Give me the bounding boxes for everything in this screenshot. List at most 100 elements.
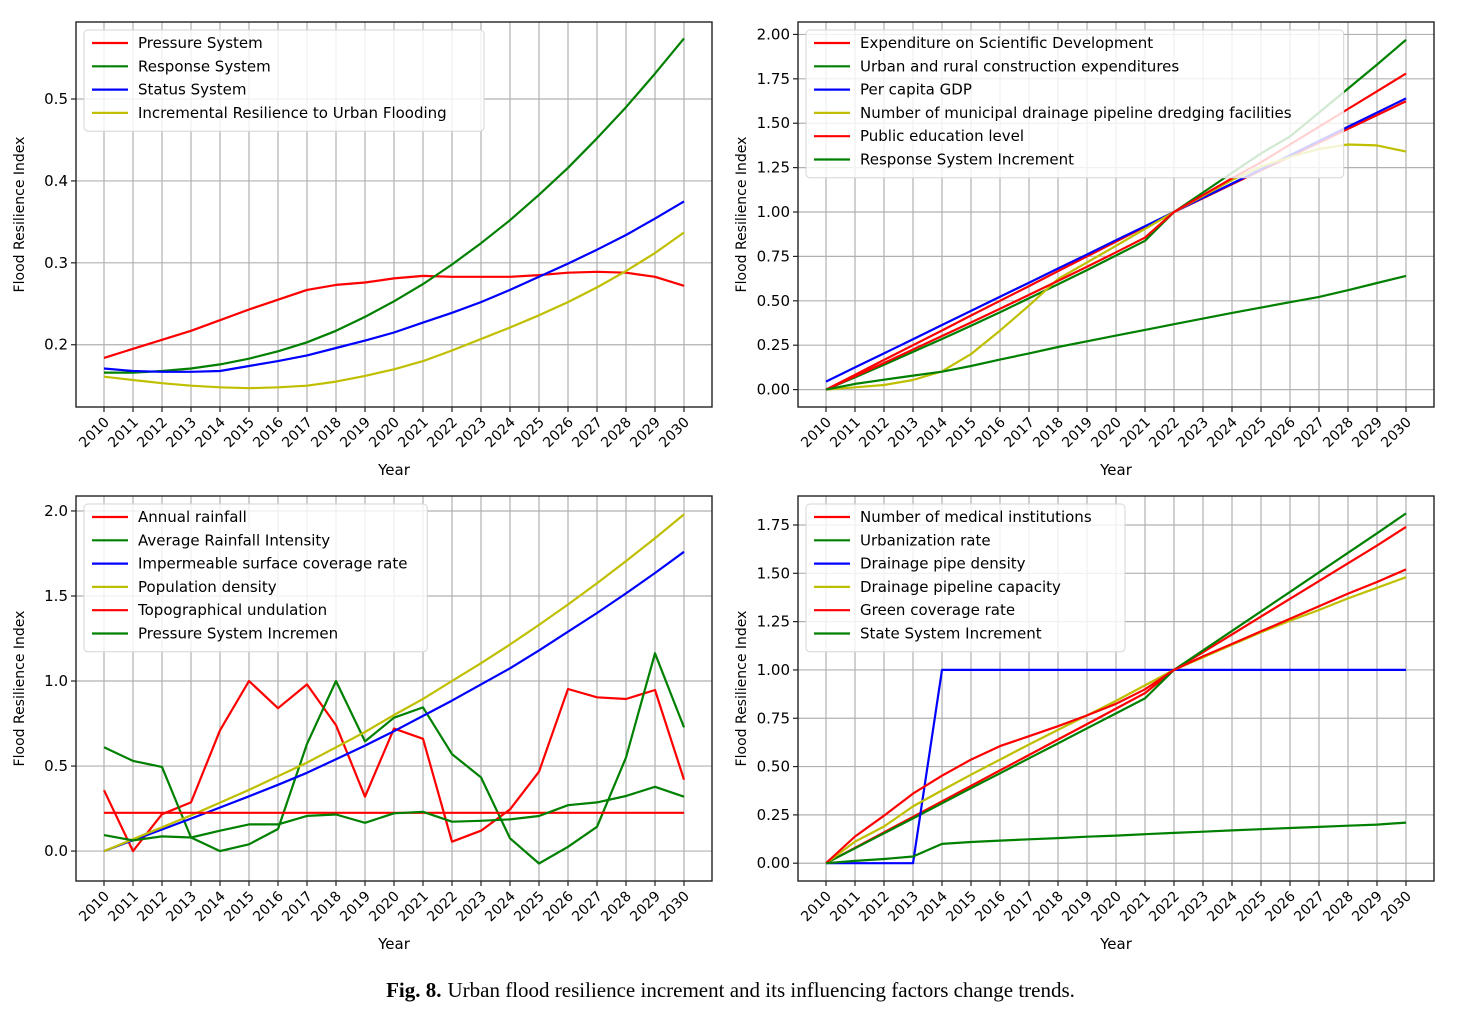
legend-item: State System Increment (814, 625, 1042, 643)
x-tick-label: 2024 (1204, 414, 1241, 451)
x-tick-label: 2017 (1001, 415, 1038, 452)
y-tick-label: 1.00 (757, 661, 790, 679)
series-line-number-of-medical-institutions (825, 525, 1407, 865)
y-tick-label: 0.50 (757, 292, 790, 310)
legend-box (83, 29, 485, 132)
x-tick-label: 2011 (827, 415, 864, 452)
legend-item: Number of medical institutions (814, 508, 1092, 526)
legend-item: Per capita GDP (814, 81, 972, 99)
legend-label: Urban and rural construction expenditure… (860, 57, 1179, 75)
legend-label: Per capita GDP (860, 81, 972, 99)
y-tick-label: 0.00 (757, 854, 790, 872)
legend-item: Number of municipal drainage pipeline dr… (814, 104, 1292, 122)
legend-item: Drainage pipeline capacity (814, 578, 1061, 596)
x-tick-label: 2027 (1291, 415, 1328, 452)
series-line-drainage-pipe-density (826, 668, 1406, 865)
x-tick-label: 2029 (627, 889, 664, 926)
x-tick-label: 2013 (885, 889, 922, 926)
x-tick-label: 2026 (540, 888, 577, 925)
y-axis-label: Flood Resilience Index (12, 137, 28, 293)
x-tick-label: 2019 (337, 415, 374, 452)
x-tick-label: 2020 (366, 889, 403, 926)
legend-item: Green coverage rate (814, 601, 1015, 619)
x-tick-label: 2028 (1320, 889, 1357, 926)
legend-label: Response System (138, 57, 271, 75)
y-tick-label: 1.50 (757, 114, 790, 132)
x-tick-label: 2020 (366, 415, 403, 452)
y-axis-label: Flood Resilience Index (734, 611, 750, 767)
legend-item: Expenditure on Scientific Development (814, 34, 1153, 52)
x-tick-label: 2013 (163, 415, 200, 452)
x-tick-label: 2020 (1088, 415, 1125, 452)
x-tick-label: 2016 (250, 888, 287, 925)
series-line-response-system-increment (825, 274, 1407, 391)
x-tick-label: 2016 (972, 888, 1009, 925)
x-tick-label: 2016 (972, 414, 1009, 451)
chart-bottom-right: 0.00 0.25 0.50 0.75 1.00 1.25 1.50 1.75 20102011… (734, 495, 1435, 953)
x-tick-label: 2026 (1262, 414, 1299, 451)
x-tick-label: 2015 (943, 415, 980, 452)
chart-top-left: 0.2 0.3 0.4 0.5 2010201120122013201420152016… (12, 21, 713, 479)
legend-label: Drainage pipeline capacity (860, 578, 1061, 596)
x-tick-label: 2027 (569, 889, 606, 926)
x-tick-label: 2021 (1117, 889, 1154, 926)
x-tick-label: 2021 (395, 889, 432, 926)
x-tick-label: 2028 (1320, 415, 1357, 452)
x-tick-label: 2015 (221, 415, 258, 452)
y-tick-label: 0.4 (44, 172, 68, 190)
legend-label: Pressure System Incremen (138, 625, 338, 643)
x-tick-label: 2023 (453, 415, 490, 452)
figure-8: 0.20.30.40.52010201120122013201420152016… (12, 21, 1435, 953)
legend-label: Population density (138, 578, 277, 596)
x-tick-label: 2017 (279, 415, 316, 452)
y-tick-label: 1.0 (44, 672, 68, 690)
x-tick-label: 2021 (395, 415, 432, 452)
legend-item: Impermeable surface coverage rate (92, 555, 408, 573)
y-tick-label: 0.3 (44, 254, 68, 272)
legend-label: Topographical undulation (137, 601, 327, 619)
x-tick-label: 2026 (1262, 888, 1299, 925)
legend: Expenditure on Scientific Development Urb… (805, 29, 1345, 179)
legend-item: Average Rainfall Intensity (92, 531, 330, 549)
x-tick-label: 2013 (163, 889, 200, 926)
legend-item: Annual rainfall (92, 508, 247, 526)
legend-item: Topographical undulation (92, 601, 327, 619)
x-tick-label: 2016 (250, 414, 287, 451)
y-tick-label: 0.5 (44, 90, 68, 108)
x-tick-label: 2029 (1349, 415, 1386, 452)
x-tick-label: 2019 (337, 889, 374, 926)
x-tick-label: 2027 (569, 415, 606, 452)
legend-box (805, 503, 1126, 653)
x-tick-label: 2014 (914, 414, 951, 451)
series-line-incremental-resilience-to-urban-flooding (103, 231, 685, 390)
x-tick-label: 2020 (1088, 889, 1125, 926)
x-tick-label: 2022 (424, 889, 461, 926)
x-axis-label: Year (377, 461, 411, 479)
x-tick-label: 2030 (1378, 889, 1415, 926)
x-tick-label: 2012 (134, 889, 171, 926)
legend-label: Impermeable surface coverage rate (138, 555, 408, 573)
legend: Number of medical institutions Urbanizati… (805, 503, 1126, 653)
legend-label: Number of medical institutions (860, 508, 1092, 526)
x-tick-label: 2013 (885, 415, 922, 452)
y-tick-label: 0.0 (44, 842, 68, 860)
x-tick-label: 2023 (1175, 415, 1212, 452)
x-tick-label: 2018 (1030, 415, 1067, 452)
x-tick-label: 2030 (656, 415, 693, 452)
x-tick-label: 2014 (192, 888, 229, 925)
x-tick-label: 2022 (1146, 415, 1183, 452)
y-tick-label: 1.5 (44, 587, 68, 605)
y-tick-label: 0.25 (757, 806, 790, 824)
legend-item: Response System (92, 57, 271, 75)
legend-item: Pressure System (92, 34, 263, 52)
legend-item: Response System Increment (814, 151, 1074, 169)
y-tick-label: 0.2 (44, 336, 68, 354)
x-tick-label: 2023 (453, 889, 490, 926)
legend-label: Drainage pipe density (860, 555, 1026, 573)
x-tick-label: 2014 (914, 888, 951, 925)
x-tick-label: 2025 (1233, 415, 1270, 452)
x-tick-label: 2019 (1059, 415, 1096, 452)
y-tick-label: 1.00 (757, 203, 790, 221)
legend-item: Pressure System Incremen (92, 625, 338, 643)
x-tick-label: 2011 (105, 889, 142, 926)
